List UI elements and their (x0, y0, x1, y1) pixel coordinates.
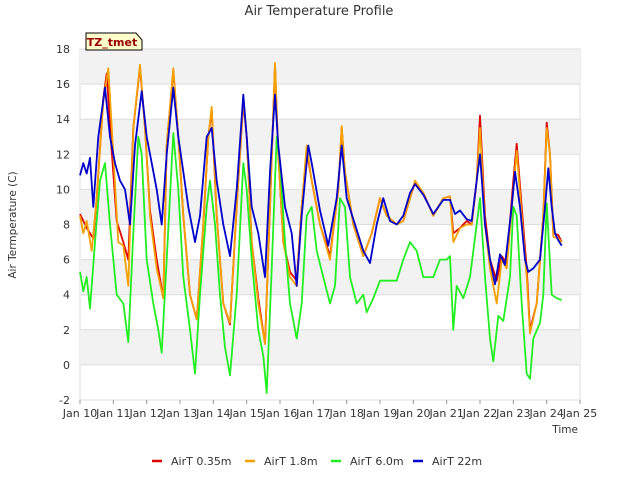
grid-band (80, 119, 580, 155)
legend-label: AirT 6.0m (350, 455, 404, 468)
y-tick-label: 12 (56, 148, 70, 161)
series-layer (79, 62, 563, 394)
x-tick-label: Jan 20 (395, 407, 430, 420)
x-tick-label: Jan 19 (362, 407, 397, 420)
y-tick-label: 14 (56, 113, 70, 126)
y-tick-label: 0 (63, 359, 70, 372)
x-tick-label: Jan 25 (562, 407, 597, 420)
y-tick-label: 18 (56, 43, 70, 56)
y-axis-title: Air Termperature (C) (7, 171, 19, 278)
y-axis: -2 0 2 4 6 8 10 12 14 16 18 (56, 43, 70, 407)
x-tick-label: Jan 14 (195, 407, 230, 420)
station-badge-label: TZ_tmet (87, 36, 137, 49)
x-tick-label: Jan 23 (495, 407, 530, 420)
y-tick-label: 10 (56, 183, 70, 196)
grid-band (80, 49, 580, 85)
x-tick-label: Jan 11 (95, 407, 130, 420)
y-tick-label: 2 (63, 324, 70, 337)
y-tick-label: 16 (56, 78, 70, 91)
series-line-airt-1-8m (79, 62, 563, 345)
legend-label: AirT 22m (432, 455, 482, 468)
legend-label: AirT 1.8m (264, 455, 318, 468)
grid-band (80, 329, 580, 365)
x-tick-label: Jan 22 (462, 407, 497, 420)
y-tick-label: 8 (63, 219, 70, 232)
y-tick-label: -2 (59, 394, 70, 407)
x-tick-label: Jan 17 (295, 407, 330, 420)
x-tick-label: Jan 13 (162, 407, 197, 420)
y-tick-label: 4 (63, 289, 70, 302)
x-tick-label: Jan 12 (128, 407, 163, 420)
grid-band (80, 189, 580, 225)
x-tick-label: Jan 10 (62, 407, 97, 420)
legend-label: AirT 0.35m (171, 455, 232, 468)
x-tick-label: Jan 16 (262, 407, 297, 420)
x-tick-label: Jan 15 (228, 407, 263, 420)
x-tick-label: Jan 21 (428, 407, 463, 420)
x-tick-label: Jan 24 (528, 407, 563, 420)
x-tick-label: Jan 18 (328, 407, 363, 420)
y-tick-label: 6 (63, 254, 70, 267)
series-line-airt-6-0m (79, 132, 563, 394)
series-line-airt-22m (79, 86, 563, 287)
legend: AirT 0.35m AirT 1.8m AirT 6.0m AirT 22m (152, 455, 482, 468)
x-axis-title: Time (551, 424, 578, 436)
chart-title: Air Temperature Profile (245, 4, 394, 19)
station-badge: TZ_tmet (85, 32, 143, 51)
